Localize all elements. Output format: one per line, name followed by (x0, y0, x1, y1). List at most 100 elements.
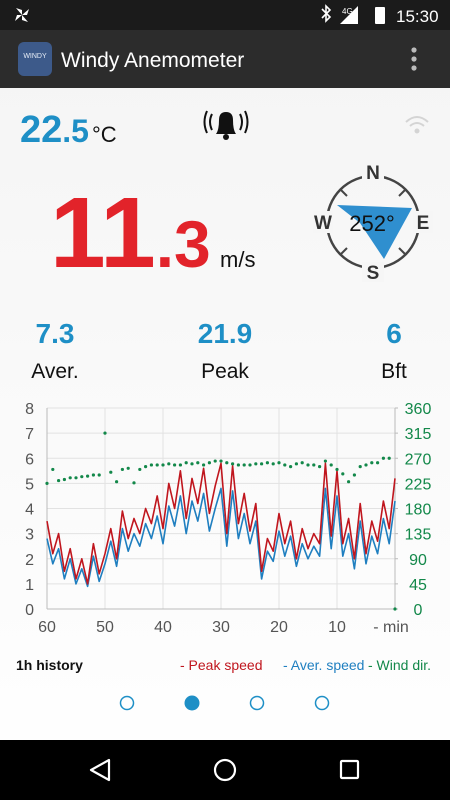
alarm-bell[interactable] (203, 110, 249, 140)
app-logo-text: WINDY (23, 53, 47, 60)
clock: 15:30 (396, 7, 439, 26)
y2-tick-label: 270 (405, 451, 432, 468)
wind-dir-point (196, 461, 200, 465)
app-logo[interactable] (18, 42, 52, 76)
wind-dir-point (86, 474, 90, 478)
stat-label: Aver. (31, 360, 78, 383)
wind-dir-point (335, 467, 339, 472)
speed-decimal: .3 (156, 207, 211, 281)
speed-unit: m/s (220, 247, 255, 272)
stat-label: Bft (381, 360, 407, 383)
wind-dir-point (347, 480, 351, 484)
wind-dir-point (184, 461, 188, 465)
speed-line (46, 487, 396, 588)
wind-dir-point (144, 465, 148, 469)
overflow-menu[interactable] (411, 47, 417, 71)
wind-dir-point (271, 462, 275, 466)
speed-integer: 11 (50, 177, 156, 289)
x-tick-label: 30 (212, 619, 230, 636)
wind-dir-point (190, 462, 194, 466)
wind-dir-point (126, 466, 130, 470)
wind-direction: 252° (349, 211, 395, 236)
wind-dir-point (248, 463, 252, 467)
wind-dir-point (155, 463, 159, 467)
page-dot[interactable] (314, 695, 330, 711)
wind-dir-point (115, 480, 119, 484)
wind-dir-point (283, 463, 287, 467)
wind-dir-point (45, 481, 49, 485)
temperature-unit: °C (92, 122, 117, 147)
legend-entry: - Wind dir. (368, 657, 431, 673)
page-dot[interactable] (249, 695, 265, 711)
wind-dir-point (393, 607, 397, 611)
wind-dir-point (51, 467, 55, 472)
y2-tick-label: 0 (414, 602, 423, 619)
wind-dir-point (202, 463, 206, 467)
wind-dir-point (236, 463, 240, 467)
wind-dir-point (103, 431, 107, 435)
recents-button[interactable] (339, 759, 360, 780)
y-tick-label: 0 (25, 602, 34, 619)
signal-icon (340, 6, 358, 24)
y-tick-label: 7 (25, 426, 34, 443)
y-tick-label: 6 (25, 451, 34, 468)
wind-dir-point (294, 462, 298, 466)
wind-dir-point (225, 461, 229, 465)
chart-title: 1h history (16, 657, 83, 673)
home-button[interactable] (213, 758, 237, 782)
compass (313, 162, 433, 282)
wind-dir-point (364, 463, 368, 467)
y2-tick-label: 135 (405, 527, 432, 544)
wind-dir-point (323, 459, 327, 463)
compass-west: W (314, 213, 332, 234)
wind-dir-point (265, 461, 269, 465)
nav-bar (0, 740, 450, 800)
legend-entry: - Peak speed (180, 657, 263, 673)
wind-dir-point (318, 465, 322, 469)
stat-value: 21.9 (198, 318, 253, 349)
stat-value: 7.3 (36, 318, 75, 349)
y2-tick-label: 45 (409, 577, 427, 594)
y-tick-label: 5 (25, 476, 34, 493)
x-tick-label: 50 (96, 619, 114, 636)
wind-dir-point (138, 467, 142, 472)
wind-dir-point (62, 477, 66, 482)
wind-dir-point (376, 461, 380, 465)
wind-dir-point (68, 476, 72, 480)
wind-dir-point (312, 463, 316, 467)
y2-tick-label: 360 (405, 401, 432, 418)
x-tick-label: 10 (328, 619, 346, 636)
wind-dir-point (120, 467, 124, 472)
wind-dir-point (260, 462, 264, 466)
speed: 11.3 (50, 177, 211, 289)
wind-dir-point (289, 465, 293, 469)
wind-dir-point (329, 463, 333, 467)
back-button[interactable] (89, 758, 111, 782)
compass-east: E (417, 213, 430, 234)
wifi-icon (405, 116, 429, 134)
page-dot[interactable] (119, 695, 135, 711)
wind-dir-point (300, 461, 304, 465)
wind-dir-point (219, 459, 223, 463)
page-dot[interactable] (184, 695, 200, 711)
y-tick-label: 3 (25, 527, 34, 544)
wind-dir-point (80, 475, 84, 479)
x-tick-label: 20 (270, 619, 288, 636)
legend-entry: - Aver. speed (283, 657, 364, 673)
wind-dir-point (97, 473, 101, 477)
compass-south: S (367, 263, 380, 284)
app-title: Windy Anemometer (61, 49, 244, 72)
wind-dir-point (109, 470, 113, 474)
y-tick-label: 1 (25, 577, 34, 594)
wind-dir-point (173, 463, 177, 467)
y2-tick-label: 180 (405, 502, 432, 519)
y2-tick-label: 90 (409, 552, 427, 569)
wind-dir-point (254, 462, 258, 466)
wind-dir-point (178, 463, 182, 467)
y-tick-label: 2 (25, 552, 34, 569)
x-tick-label: 40 (154, 619, 172, 636)
wind-dir-point (231, 462, 235, 466)
